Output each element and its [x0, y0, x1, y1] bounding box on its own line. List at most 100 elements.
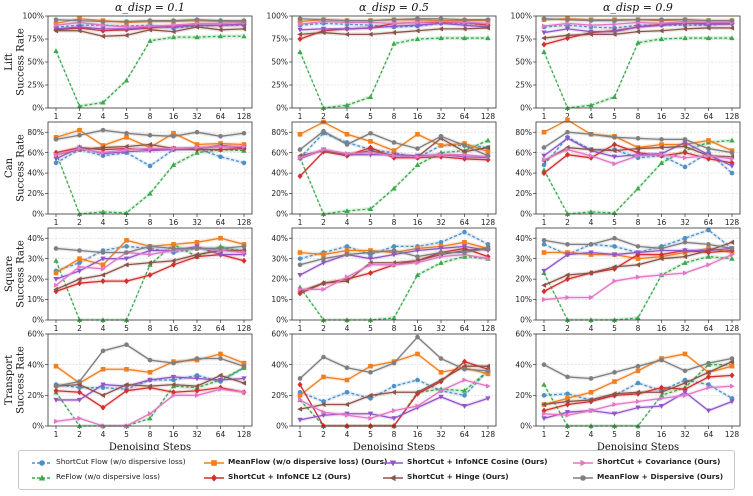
data-point — [611, 154, 618, 160]
data-point — [100, 127, 106, 133]
data-point — [705, 25, 711, 31]
data-point — [170, 162, 177, 168]
data-point — [612, 278, 618, 284]
y-tick-label: 100% — [23, 12, 44, 21]
data-point — [53, 160, 59, 166]
data-point — [729, 25, 735, 31]
legend-marker — [389, 474, 396, 482]
y-tick-label: 0% — [32, 422, 44, 431]
data-point — [682, 235, 688, 241]
data-point — [367, 94, 374, 100]
data-point — [462, 229, 467, 235]
data-point — [414, 389, 420, 395]
data-point — [682, 390, 688, 396]
data-point — [462, 17, 467, 22]
data-point — [682, 248, 688, 254]
y-tick-label: 100% — [267, 12, 288, 21]
data-point — [415, 260, 421, 266]
data-point — [147, 27, 153, 33]
data-point — [658, 251, 665, 258]
y-tick-label: 20% — [515, 189, 532, 198]
data-point — [565, 17, 570, 22]
data-point — [321, 256, 326, 261]
data-point — [438, 35, 444, 41]
data-point — [123, 381, 129, 388]
data-point — [705, 373, 712, 380]
x-tick-label: 128 — [481, 324, 496, 333]
data-point — [541, 16, 547, 22]
data-point — [241, 244, 247, 249]
data-point — [415, 351, 420, 357]
data-point — [147, 141, 153, 148]
data-point — [321, 374, 326, 380]
data-point — [344, 248, 350, 253]
data-point — [147, 377, 153, 383]
x-tick-label: 16 — [169, 112, 179, 121]
data-point — [241, 160, 247, 166]
data-point — [438, 378, 444, 385]
data-point — [415, 19, 421, 26]
data-point — [100, 144, 106, 151]
data-point — [682, 380, 688, 386]
data-point — [635, 17, 641, 22]
legend-marker — [211, 460, 217, 466]
data-point — [659, 357, 664, 363]
data-point — [705, 155, 712, 162]
data-point — [438, 253, 444, 260]
y-tick-label: 40% — [271, 234, 288, 243]
data-point — [241, 389, 247, 395]
data-point — [344, 401, 350, 408]
data-point — [635, 185, 641, 191]
data-point — [218, 386, 224, 392]
data-point — [171, 22, 177, 28]
data-point — [320, 29, 326, 36]
data-point — [658, 36, 665, 42]
data-point — [53, 270, 59, 276]
data-point — [729, 383, 735, 389]
data-point — [171, 377, 176, 383]
data-point — [659, 395, 665, 402]
x-tick-label: 16 — [413, 218, 423, 227]
data-point — [241, 257, 247, 264]
data-point — [297, 27, 303, 33]
x-tick-label: 64 — [460, 324, 470, 333]
x-tick-label: 5 — [612, 218, 617, 227]
data-point — [124, 146, 130, 153]
legend-swatch — [32, 474, 52, 481]
data-point — [147, 272, 153, 279]
x-tick-label: 2 — [565, 112, 570, 121]
data-point — [297, 173, 303, 180]
data-point — [612, 235, 617, 241]
series-7 — [541, 146, 735, 167]
series-8 — [541, 129, 735, 155]
data-point — [541, 381, 547, 387]
y-tick-label: 0% — [276, 104, 288, 113]
data-point — [659, 152, 665, 158]
data-point — [635, 256, 641, 261]
data-point — [438, 152, 444, 158]
x-tick-label: 16 — [169, 218, 179, 227]
data-point — [461, 358, 468, 365]
data-point — [171, 145, 177, 152]
x-tick-label: 5 — [124, 112, 129, 121]
data-point — [635, 315, 641, 321]
data-point — [344, 278, 350, 284]
x-tick-label: 5 — [368, 430, 373, 439]
data-point — [321, 252, 326, 257]
y-tick-label: 75% — [271, 35, 288, 44]
data-point — [147, 248, 153, 254]
series-band — [300, 364, 488, 412]
y-tick-label: 40% — [271, 169, 288, 178]
y-tick-label: 40% — [515, 169, 532, 178]
data-point — [391, 262, 397, 268]
data-point — [729, 18, 735, 23]
panel-lift-1: 0% 25% 50% 75% 100% 1 2 4 5 8 16 32 64 128 — [23, 12, 253, 121]
x-tick-label: 5 — [124, 324, 129, 333]
data-point — [565, 391, 570, 397]
y-tick-label: 20% — [27, 189, 44, 198]
y-tick-label: 0% — [276, 210, 288, 219]
data-point — [541, 23, 547, 29]
y-tick-label: 75% — [515, 35, 532, 44]
data-point — [612, 18, 617, 23]
